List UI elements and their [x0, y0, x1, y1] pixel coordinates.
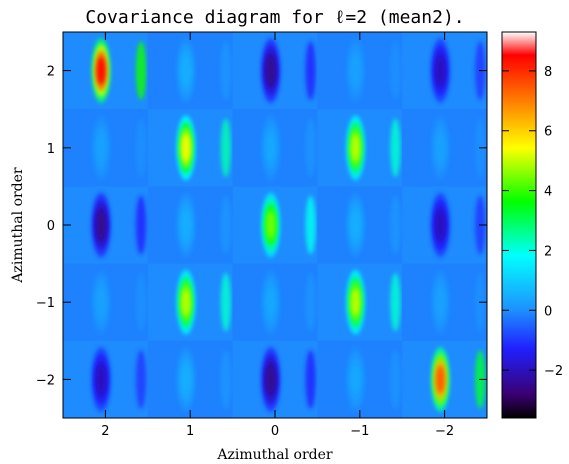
- heatmap-cell: [147, 186, 233, 264]
- x-tick-label: −2: [435, 424, 454, 439]
- heatmap-cell: [317, 186, 403, 264]
- heatmap-cell: [317, 32, 403, 110]
- x-tick-label: 0: [271, 424, 279, 439]
- x-tick-label: 1: [186, 424, 194, 439]
- colorbar-tick-label: 8: [544, 65, 552, 80]
- y-axis-label: Azimuthal order: [10, 167, 26, 284]
- heatmap-cell: [317, 263, 403, 341]
- y-tick-label: −2: [36, 373, 55, 388]
- colorbar: [501, 31, 537, 419]
- heatmap-cell: [63, 340, 148, 418]
- heatmap-cell: [63, 186, 148, 264]
- chart-title: Covariance diagram for ℓ=2 (mean2).: [85, 7, 464, 28]
- colorbar-tick-label: 4: [544, 185, 552, 200]
- plot-area: [63, 32, 487, 418]
- y-tick-label: 1: [47, 142, 55, 157]
- heatmap-cell: [402, 186, 487, 264]
- heatmap-cell: [63, 263, 148, 341]
- x-axis-label: Azimuthal order: [216, 447, 333, 463]
- heatmap-cell: [232, 109, 318, 187]
- heatmap-cell: [232, 32, 318, 110]
- colorbar-tick-label: −2: [544, 364, 563, 379]
- heatmap-cell: [147, 32, 233, 110]
- heatmap-cell: [232, 340, 318, 418]
- y-tick-label: −1: [36, 296, 55, 311]
- heatmap-cell: [63, 109, 148, 187]
- heatmap-cell: [147, 109, 233, 187]
- y-tick-label: 0: [47, 219, 55, 234]
- heatmap-cell: [402, 340, 487, 418]
- x-tick-label: −1: [350, 424, 369, 439]
- heatmap-cell: [63, 32, 148, 110]
- heatmap-cell: [147, 263, 233, 341]
- y-tick-label: 2: [47, 65, 55, 80]
- heatmap-cell: [402, 109, 487, 187]
- heatmap-cell: [402, 32, 487, 110]
- heatmap-cell: [402, 263, 487, 341]
- colorbar-tick-label: 0: [544, 304, 552, 319]
- colorbar-tick-label: 2: [544, 244, 552, 259]
- heatmap-cell: [232, 186, 318, 264]
- colorbar-tick-label: 6: [544, 125, 552, 140]
- heatmap-cell: [147, 340, 233, 418]
- heatmap-cell: [317, 109, 403, 187]
- x-tick-label: 2: [101, 424, 109, 439]
- heatmap-cell: [232, 263, 318, 341]
- heatmap-cell: [317, 340, 403, 418]
